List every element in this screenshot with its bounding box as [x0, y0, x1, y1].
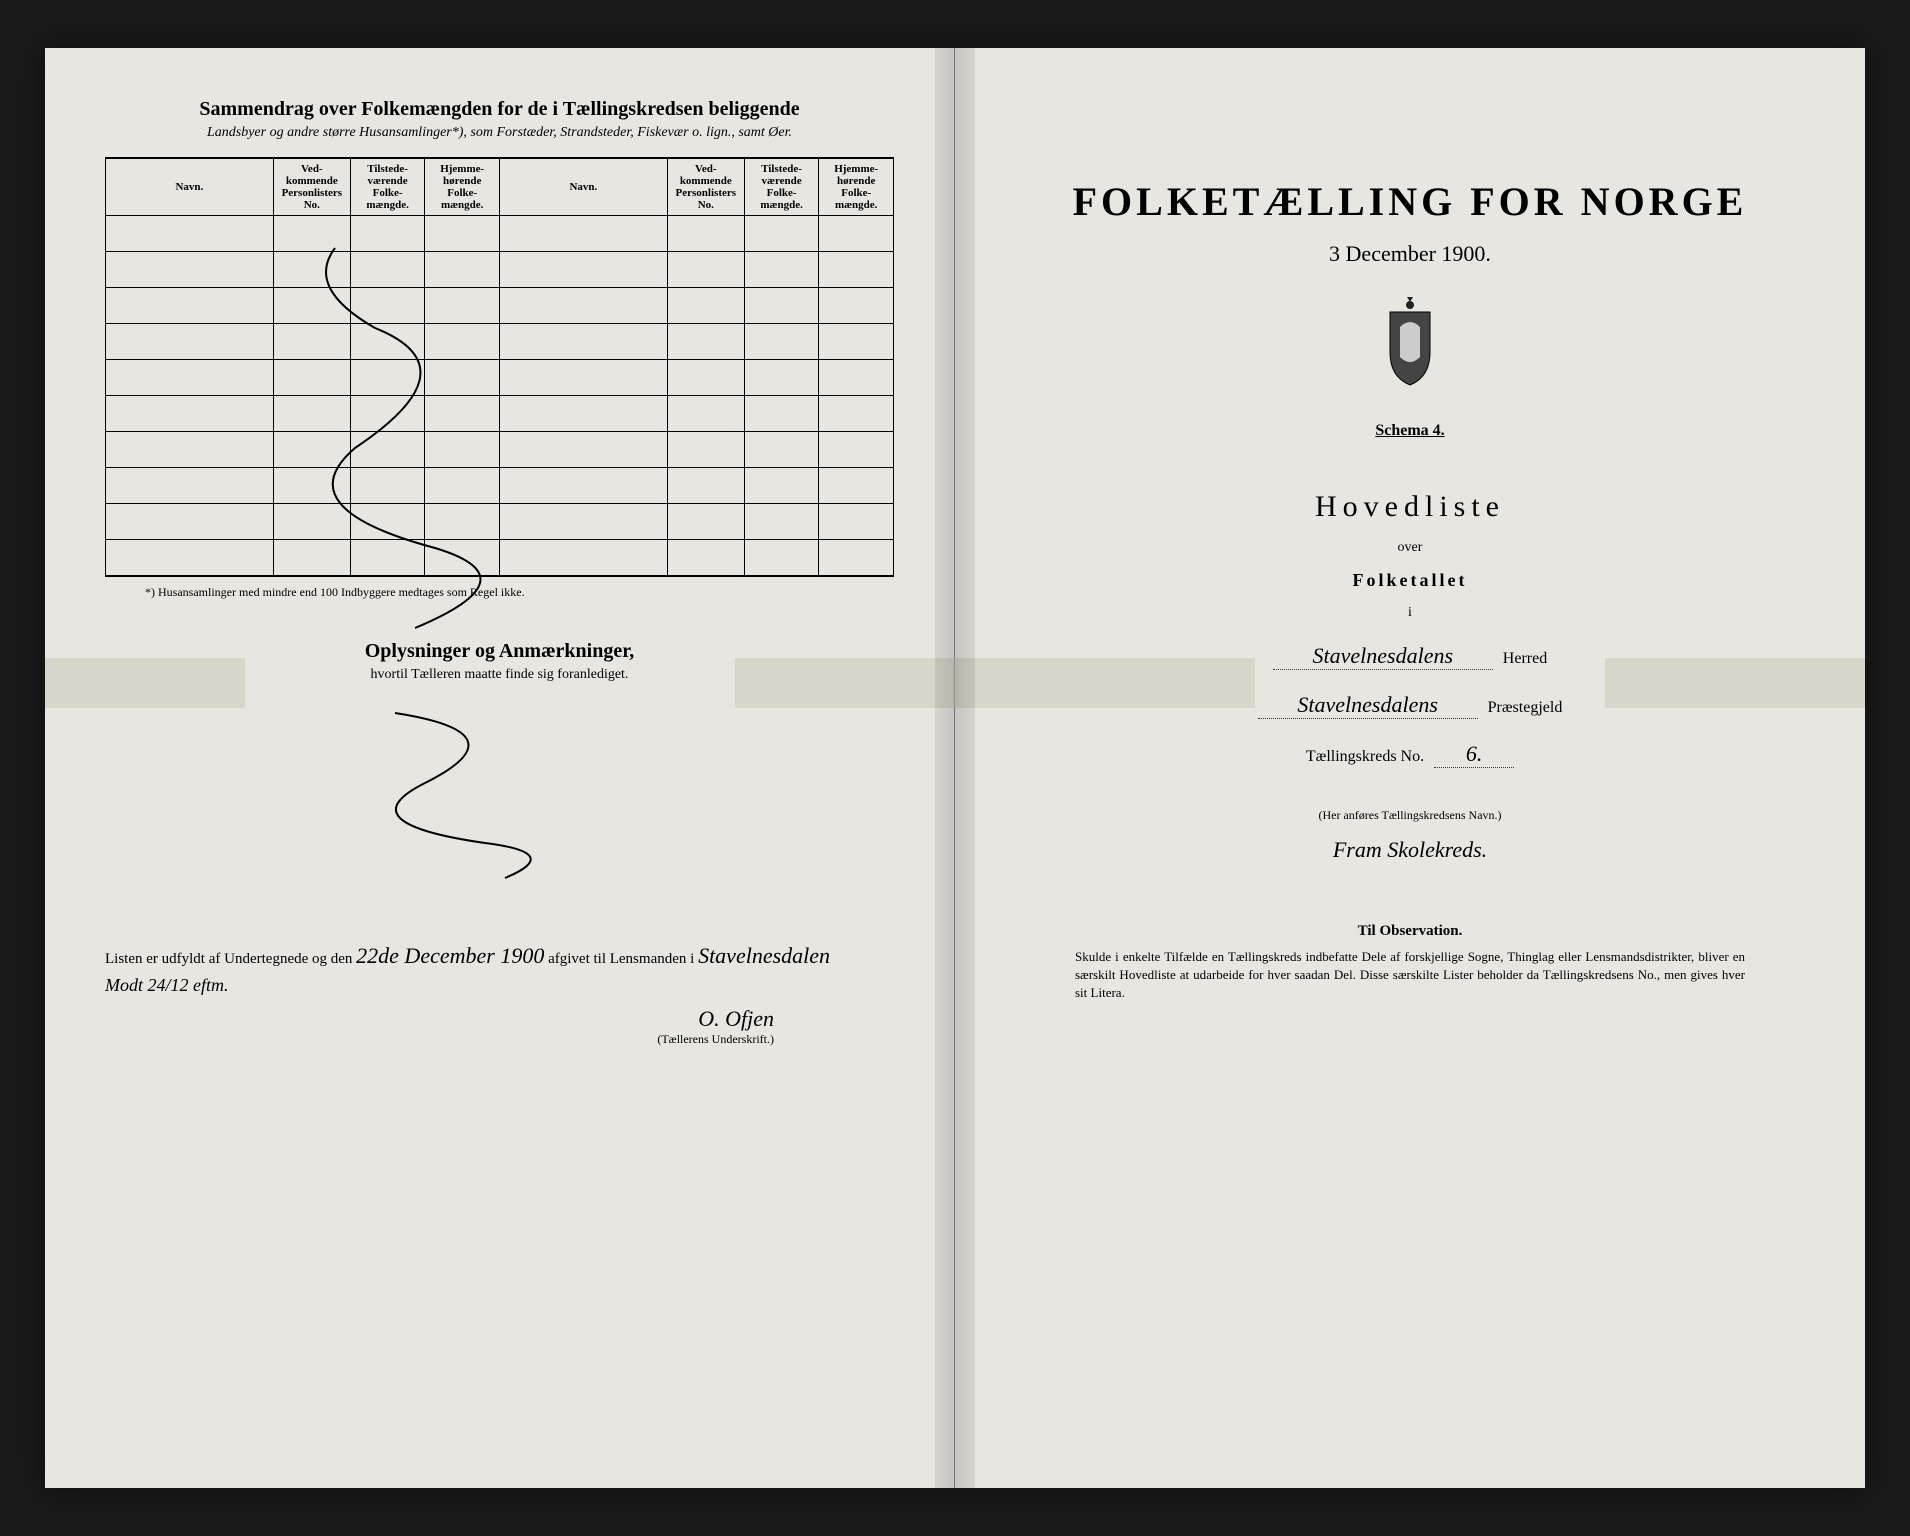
kreds-note: (Her anføres Tællingskredsens Navn.): [1015, 808, 1805, 823]
col-personlisters-2: Ved-kommende Personlisters No.: [667, 158, 744, 216]
kreds-line: Tællingskreds No. 6.: [1015, 741, 1805, 768]
praestegjeld-label: Præstegjeld: [1488, 699, 1563, 717]
remarks-area: [105, 683, 894, 903]
observation-text: Skulde i enkelte Tilfælde en Tællingskre…: [1075, 948, 1745, 1003]
col-navn-1: Navn.: [106, 158, 274, 216]
i-label: i: [1015, 605, 1805, 621]
main-title: FOLKETÆLLING FOR NORGE: [1015, 178, 1805, 225]
folketallet-label: Folketallet: [1015, 570, 1805, 591]
praestegjeld-value: Stavelnesdalens: [1258, 692, 1478, 719]
kreds-label: Tællingskreds No.: [1306, 748, 1424, 766]
schema-label: Schema 4.: [1015, 422, 1805, 440]
col-hjemme-2: Hjemme-hørende Folke-mængde.: [819, 158, 894, 216]
table-header-row: Navn. Ved-kommende Personlisters No. Til…: [106, 158, 894, 216]
col-navn-2: Navn.: [499, 158, 667, 216]
signature-caption: (Tællerens Underskrift.): [105, 1032, 894, 1047]
herred-line: Stavelnesdalens Herred: [1015, 643, 1805, 670]
received-note: Modt 24/12 eftm.: [105, 975, 894, 996]
over-label: over: [1015, 540, 1805, 556]
census-document: Sammendrag over Folkemængden for de i Tæ…: [45, 48, 1865, 1488]
herred-value: Stavelnesdalens: [1273, 643, 1493, 670]
kreds-name: Fram Skolekreds.: [1015, 837, 1805, 863]
col-hjemme-1: Hjemme-hørende Folke-mængde.: [425, 158, 500, 216]
completion-date: 22de December 1900: [356, 943, 544, 968]
praestegjeld-line: Stavelnesdalens Præstegjeld: [1015, 692, 1805, 719]
census-date: 3 December 1900.: [1015, 241, 1805, 267]
col-tilstede-2: Tilstede-værende Folke-mængde.: [744, 158, 819, 216]
completion-statement: Listen er udfyldt af Undertegnede og den…: [105, 943, 894, 969]
col-personlisters-1: Ved-kommende Personlisters No.: [273, 158, 350, 216]
completion-place: Stavelnesdalen: [698, 943, 830, 968]
left-page: Sammendrag over Folkemængden for de i Tæ…: [45, 48, 955, 1488]
hovedliste-heading: Hovedliste: [1015, 490, 1805, 524]
signature: O. Ofjen: [105, 1006, 894, 1032]
coat-of-arms-icon: [1375, 297, 1445, 387]
summary-heading: Sammendrag over Folkemængden for de i Tæ…: [105, 98, 894, 121]
summary-subheading: Landsbyer og andre større Husansamlinger…: [105, 125, 894, 141]
kreds-number: 6.: [1434, 741, 1514, 768]
strike-squiggle-remarks: [365, 703, 565, 883]
observation-heading: Til Observation.: [1015, 923, 1805, 940]
strike-squiggle-table: [295, 228, 555, 648]
remarks-subheading: hvortil Tælleren maatte finde sig foranl…: [105, 667, 894, 683]
right-page: FOLKETÆLLING FOR NORGE 3 December 1900. …: [955, 48, 1865, 1488]
col-tilstede-1: Tilstede-værende Folke-mængde.: [350, 158, 425, 216]
herred-label: Herred: [1503, 650, 1547, 668]
